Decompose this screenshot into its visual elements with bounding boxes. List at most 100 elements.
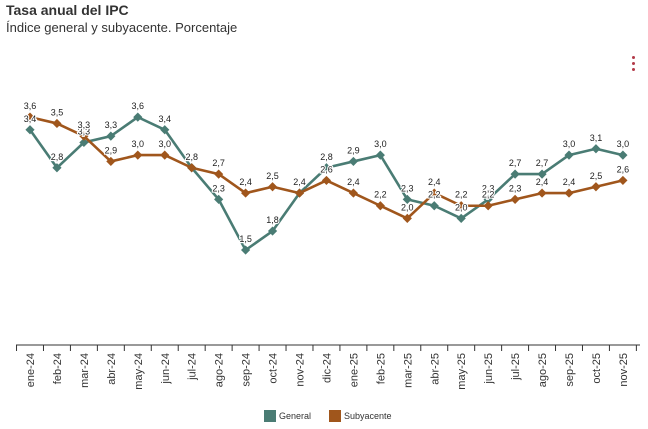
data-label-subyacente: 2,2 — [482, 190, 495, 200]
data-point-general[interactable] — [375, 150, 385, 160]
x-tick-label: jun-24 — [160, 353, 172, 385]
data-label-general: 2,3 — [482, 183, 495, 193]
data-label-general: 2,2 — [428, 190, 441, 200]
data-label-general: 3,0 — [617, 139, 630, 149]
data-point-subyacente[interactable] — [133, 150, 143, 160]
data-point-general[interactable] — [348, 156, 358, 167]
data-label-subyacente: 2,4 — [428, 177, 441, 187]
data-point-subyacente[interactable] — [618, 175, 628, 186]
line-chart: ene-24 feb-24 mar-24 abr-24 may-24 jun-24 jul-… — [16, 100, 640, 390]
data-point-subyacente[interactable] — [429, 188, 439, 198]
data-label-general: 3,1 — [590, 133, 603, 143]
x-tick-label: nov-24 — [295, 353, 307, 387]
data-point-subyacente[interactable] — [348, 188, 358, 198]
legend-swatch-subyacente — [329, 410, 341, 422]
data-point-subyacente[interactable] — [375, 201, 385, 211]
data-point-general[interactable] — [618, 150, 628, 160]
x-tick-label: oct-25 — [591, 353, 603, 384]
data-point-subyacente[interactable] — [52, 118, 62, 129]
data-point-subyacente[interactable] — [537, 188, 547, 198]
data-label-subyacente: 2,5 — [590, 171, 603, 181]
data-label-subyacente: 2,0 — [401, 202, 414, 212]
x-tick-label: feb-25 — [375, 353, 387, 384]
data-label-general: 2,7 — [536, 158, 549, 168]
data-point-general[interactable] — [456, 213, 466, 223]
data-point-general[interactable] — [241, 245, 251, 255]
chart-subtitle: Índice general y subyacente. Porcentaje — [6, 20, 238, 35]
x-tick-label: abr-25 — [429, 353, 441, 385]
data-point-general[interactable] — [160, 125, 170, 135]
data-point-general[interactable] — [591, 144, 601, 154]
data-label-subyacente: 3,3 — [78, 120, 91, 130]
data-label-subyacente: 2,4 — [536, 177, 549, 187]
data-label-general: 2,0 — [455, 202, 468, 212]
data-label-subyacente: 2,7 — [212, 158, 225, 168]
data-label-subyacente: 3,6 — [24, 101, 37, 111]
data-label-general: 3,4 — [158, 114, 171, 124]
legend-label-subyacente: Subyacente — [344, 411, 392, 421]
data-point-subyacente[interactable] — [160, 150, 170, 160]
data-label-subyacente: 2,4 — [347, 177, 360, 187]
data-point-general[interactable] — [483, 194, 493, 205]
data-point-subyacente[interactable] — [214, 169, 224, 179]
data-point-general[interactable] — [537, 169, 547, 179]
x-tick-label: ene-24 — [25, 353, 37, 387]
data-label-general: 2,8 — [51, 152, 64, 162]
legend-item-general[interactable]: General — [264, 410, 311, 422]
x-tick-label: nov-25 — [618, 353, 630, 387]
data-point-subyacente[interactable] — [456, 201, 466, 211]
data-point-general[interactable] — [267, 226, 278, 236]
data-label-general: 3,3 — [105, 120, 118, 130]
data-label-general: 2,8 — [320, 152, 333, 162]
data-label-general: 3,4 — [24, 114, 37, 124]
data-point-subyacente[interactable] — [25, 112, 35, 122]
data-point-general[interactable] — [133, 112, 143, 122]
x-tick-label: mar-25 — [402, 353, 414, 388]
data-label-general: 2,3 — [401, 183, 414, 193]
x-tick-label: dic-24 — [321, 353, 333, 383]
data-label-general: 2,8 — [185, 152, 198, 162]
x-tick-label: ene-25 — [348, 353, 360, 387]
data-point-subyacente[interactable] — [321, 175, 332, 186]
data-point-subyacente[interactable] — [591, 182, 601, 192]
data-label-subyacente: 2,5 — [266, 171, 279, 181]
data-label-subyacente: 3,0 — [158, 139, 171, 149]
data-label-general: 2,9 — [347, 145, 360, 155]
data-point-subyacente[interactable] — [79, 131, 89, 141]
data-point-general[interactable] — [402, 194, 412, 205]
data-point-general[interactable] — [79, 137, 89, 148]
data-point-subyacente[interactable] — [106, 156, 116, 167]
legend-label-general: General — [279, 411, 312, 421]
data-point-general[interactable] — [321, 163, 332, 173]
data-label-general: 1,5 — [239, 234, 252, 244]
data-point-subyacente[interactable] — [241, 188, 251, 198]
data-label-general: 2,3 — [212, 183, 225, 193]
data-point-subyacente[interactable] — [510, 194, 520, 205]
data-label-subyacente: 3,5 — [51, 107, 64, 117]
data-point-general[interactable] — [52, 163, 62, 173]
data-point-subyacente[interactable] — [402, 213, 412, 223]
data-point-subyacente[interactable] — [294, 188, 305, 198]
data-point-subyacente[interactable] — [267, 182, 278, 192]
data-point-subyacente[interactable] — [483, 201, 493, 211]
data-point-subyacente[interactable] — [564, 188, 574, 198]
data-point-general[interactable] — [25, 125, 35, 135]
data-point-general[interactable] — [429, 201, 439, 211]
data-label-subyacente: 3,0 — [132, 139, 145, 149]
data-point-subyacente[interactable] — [187, 163, 197, 173]
x-tick-label: mar-24 — [79, 353, 91, 388]
data-point-general[interactable] — [214, 194, 224, 205]
data-point-general[interactable] — [106, 131, 116, 141]
data-label-subyacente: 2,4 — [239, 177, 252, 187]
data-point-general[interactable] — [510, 169, 520, 179]
x-tick-label: abr-24 — [106, 353, 118, 385]
legend-item-subyacente[interactable]: Subyacente — [329, 410, 392, 422]
x-tick-label: may-24 — [133, 353, 145, 390]
data-label-general: 3,0 — [563, 139, 576, 149]
data-label-general: 3,0 — [374, 139, 387, 149]
x-tick-label: oct-24 — [268, 353, 280, 384]
data-point-general[interactable] — [564, 150, 574, 160]
data-label-subyacente: 2,2 — [455, 190, 468, 200]
legend-swatch-general — [264, 410, 276, 422]
more-options-icon[interactable] — [628, 55, 640, 73]
